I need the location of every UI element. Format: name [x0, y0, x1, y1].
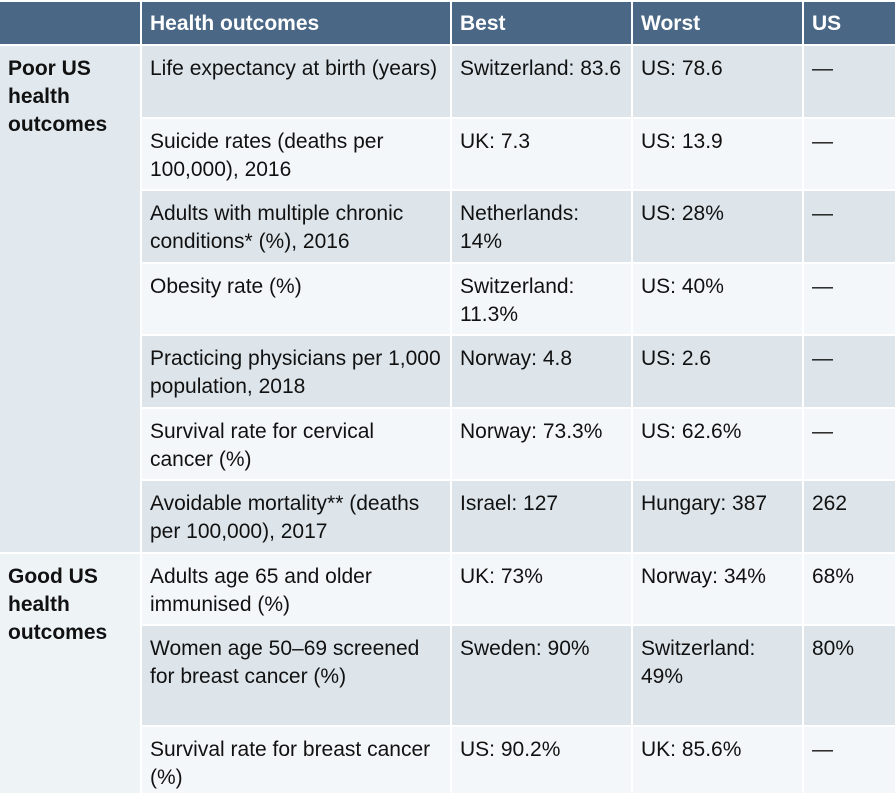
header-best: Best	[450, 0, 633, 46]
table-row: Suicide rates (deaths per 100,000), 2016…	[0, 117, 895, 191]
worst-cell: US: 78.6	[631, 44, 804, 119]
us-cell: 68%	[802, 552, 895, 626]
worst-cell: Norway: 34%	[631, 552, 804, 626]
outcome-cell: Adults age 65 and older immunised (%)	[140, 552, 452, 626]
best-cell: Norway: 73.3%	[450, 407, 633, 481]
worst-cell: US: 40%	[631, 262, 804, 336]
outcome-cell: Avoidable mortality** (deaths per 100,00…	[140, 479, 452, 554]
header-health-outcomes: Health outcomes	[140, 0, 452, 46]
us-cell: —	[802, 262, 895, 336]
worst-cell: Hungary: 387	[631, 479, 804, 554]
us-cell: —	[802, 725, 895, 795]
best-cell: UK: 7.3	[450, 117, 633, 191]
worst-cell: US: 13.9	[631, 117, 804, 191]
table-row: Poor US health outcomes Life expectancy …	[0, 44, 895, 554]
worst-cell: UK: 85.6%	[631, 725, 804, 795]
header-worst: Worst	[631, 0, 804, 46]
header-us: US	[802, 0, 895, 46]
table-header-row: Health outcomes Best Worst US	[0, 0, 895, 46]
group-label-good: Good US health outcomes	[0, 552, 142, 795]
best-cell: UK: 73%	[450, 552, 633, 626]
table-row: Survival rate for cervical cancer (%) No…	[0, 407, 895, 481]
best-cell: Switzerland: 83.6	[450, 44, 633, 119]
table-row: Women age 50–69 screened for breast canc…	[0, 624, 895, 727]
table-row: Avoidable mortality** (deaths per 100,00…	[0, 479, 895, 554]
best-cell: US: 90.2%	[450, 725, 633, 795]
outcome-cell: Adults with multiple chronic conditions*…	[140, 189, 452, 264]
outcome-cell: Women age 50–69 screened for breast canc…	[140, 624, 452, 727]
table-row: Adults with multiple chronic conditions*…	[0, 189, 895, 264]
outcome-cell: Survival rate for breast cancer (%)	[140, 725, 452, 795]
outcome-cell: Life expectancy at birth (years)	[140, 44, 452, 119]
us-cell: —	[802, 44, 895, 119]
table-row: Obesity rate (%) Switzerland: 11.3% US: …	[0, 262, 895, 336]
us-cell: 262	[802, 479, 895, 554]
outcome-cell: Practicing physicians per 1,000 populati…	[140, 334, 452, 409]
table-row: Practicing physicians per 1,000 populati…	[0, 334, 895, 409]
table-row: Survival rate for breast cancer (%) US: …	[0, 725, 895, 795]
us-cell: —	[802, 189, 895, 264]
outcome-cell: Obesity rate (%)	[140, 262, 452, 336]
outcome-cell: Survival rate for cervical cancer (%)	[140, 407, 452, 481]
us-cell: —	[802, 117, 895, 191]
best-cell: Netherlands: 14%	[450, 189, 633, 264]
worst-cell: US: 62.6%	[631, 407, 804, 481]
us-cell: —	[802, 407, 895, 481]
best-cell: Norway: 4.8	[450, 334, 633, 409]
best-cell: Israel: 127	[450, 479, 633, 554]
us-cell: 80%	[802, 624, 895, 727]
best-cell: Sweden: 90%	[450, 624, 633, 727]
outcome-cell: Suicide rates (deaths per 100,000), 2016	[140, 117, 452, 191]
best-cell: Switzerland: 11.3%	[450, 262, 633, 336]
header-group-col	[0, 0, 142, 46]
us-cell: —	[802, 334, 895, 409]
group-label-poor: Poor US health outcomes	[0, 44, 142, 554]
table-row: Good US health outcomes Adults age 65 an…	[0, 552, 895, 795]
worst-cell: Switzerland: 49%	[631, 624, 804, 727]
worst-cell: US: 28%	[631, 189, 804, 264]
worst-cell: US: 2.6	[631, 334, 804, 409]
